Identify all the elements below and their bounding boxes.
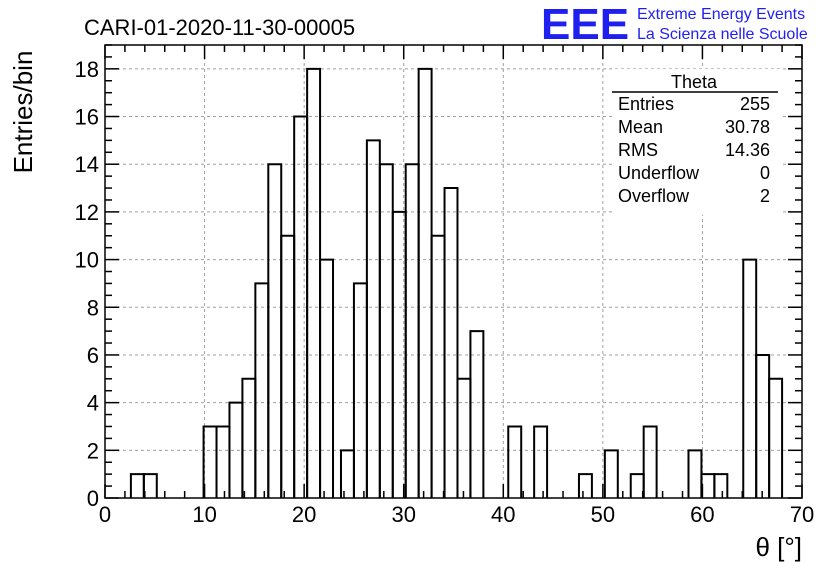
y-tick-label: 18: [75, 57, 99, 82]
eee-logo: EEE Extreme Energy Events La Scienza nel…: [541, 0, 808, 49]
stats-value-entries: 255: [740, 94, 770, 114]
y-tick-label: 14: [75, 152, 99, 177]
x-tick-label: 40: [491, 502, 515, 527]
histogram-bin: [768, 377, 784, 498]
stats-label-entries: Entries: [618, 94, 674, 114]
histogram-bin: [629, 473, 645, 498]
histogram-bin: [202, 425, 218, 498]
x-axis-label: θ [°]: [755, 532, 802, 562]
x-tick-label: 0: [99, 502, 111, 527]
eee-logo-line1: Extreme Energy Events: [637, 6, 805, 23]
grid: [105, 45, 802, 498]
histogram-bin: [755, 353, 771, 498]
y-tick-label: 6: [87, 343, 99, 368]
histogram-bin: [443, 187, 459, 498]
y-tick-label: 8: [87, 295, 99, 320]
stats-value-mean: 30.78: [725, 117, 770, 137]
stats-label-mean: Mean: [618, 117, 663, 137]
y-tick-label: 16: [75, 105, 99, 130]
histogram-bin: [642, 425, 658, 498]
histogram-bin: [687, 449, 703, 498]
y-tick-label: 0: [87, 486, 99, 511]
y-axis-label: Entries/bin: [8, 51, 38, 174]
histogram-bin: [507, 425, 523, 498]
x-tick-label: 50: [591, 502, 615, 527]
x-tick-label: 10: [192, 502, 216, 527]
stats-box-background: [612, 69, 780, 215]
histogram-bin: [241, 377, 257, 498]
y-tick-label: 4: [87, 391, 99, 416]
histogram-bin: [430, 234, 446, 498]
stats-label-overflow: Overflow: [618, 186, 690, 206]
x-tick-label: 70: [790, 502, 814, 527]
chart-title: CARI-01-2020-11-30-00005: [84, 15, 355, 40]
histogram-bars: [129, 67, 784, 498]
histogram-bin: [365, 139, 381, 498]
y-tick-label: 2: [87, 438, 99, 463]
histogram-bin: [215, 425, 231, 498]
histogram-bin: [533, 425, 549, 498]
stats-value-rms: 14.36: [725, 140, 770, 160]
histogram-bin: [306, 67, 322, 498]
y-tick-label: 10: [75, 248, 99, 273]
histogram-bin: [404, 163, 420, 498]
histogram-bin: [254, 282, 270, 498]
stats-label-rms: RMS: [618, 140, 658, 160]
eee-logo-mark: EEE: [541, 0, 629, 49]
stats-box: Theta Entries 255 Mean 30.78 RMS 14.36 U…: [612, 69, 780, 215]
stats-label-underflow: Underflow: [618, 163, 700, 183]
histogram-bin: [577, 473, 593, 498]
histogram-bin: [469, 330, 485, 498]
histogram-bin: [456, 377, 472, 498]
histogram-bin: [378, 163, 394, 498]
histogram-bin: [267, 163, 283, 498]
histogram-bin: [603, 449, 619, 498]
histogram-bin: [352, 282, 368, 498]
eee-logo-line2: La Scienza nelle Scuole: [637, 26, 808, 43]
stats-title: Theta: [671, 72, 718, 92]
x-tick-label: 60: [690, 502, 714, 527]
x-tick-label: 20: [292, 502, 316, 527]
histogram-bin: [280, 234, 296, 498]
histogram-bin: [700, 473, 716, 498]
histogram-bin: [339, 449, 355, 498]
histogram-bin: [713, 473, 729, 498]
x-tick-label: 30: [391, 502, 415, 527]
histogram-bin: [417, 67, 433, 498]
histogram-bin: [319, 258, 335, 498]
histogram-bin: [742, 258, 758, 498]
histogram-bin: [142, 473, 158, 498]
y-tick-label: 12: [75, 200, 99, 225]
histogram-bin: [129, 473, 145, 498]
stats-value-overflow: 2: [760, 186, 770, 206]
stats-value-underflow: 0: [760, 163, 770, 183]
